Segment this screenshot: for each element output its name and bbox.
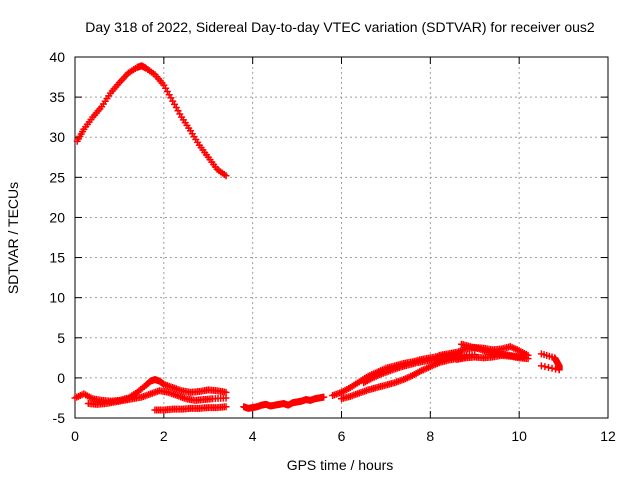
y-tick-label: 5 [57, 330, 65, 346]
series-track-1 [73, 62, 230, 180]
x-tick-label: 0 [71, 428, 79, 444]
series-track-4 [151, 403, 230, 414]
data-point [320, 393, 328, 401]
y-tick-label: 0 [57, 370, 65, 386]
x-tick-label: 4 [249, 428, 257, 444]
y-tick-label: 20 [49, 209, 65, 225]
x-tick-label: 12 [600, 428, 616, 444]
y-axis-label: SDTVAR / TECUs [5, 182, 21, 294]
data-point [555, 366, 563, 374]
x-tick-label: 10 [511, 428, 527, 444]
x-axis-label: GPS time / hours [287, 457, 394, 473]
data-point [548, 364, 556, 372]
x-tick-label: 8 [426, 428, 434, 444]
data-point [541, 363, 549, 371]
data-point [222, 394, 230, 402]
y-tick-label: 35 [49, 89, 65, 105]
y-tick-label: -5 [53, 410, 66, 426]
data-point [552, 365, 560, 373]
series-track-12 [537, 350, 563, 374]
data-point [222, 172, 230, 180]
series-track-3 [84, 387, 230, 408]
grid [75, 57, 608, 418]
data-point [537, 362, 545, 370]
y-tick-label: 40 [49, 49, 65, 65]
series-track-5 [240, 393, 328, 412]
y-tick-label: 30 [49, 129, 65, 145]
x-tick-label: 2 [160, 428, 168, 444]
y-tick-label: 15 [49, 250, 65, 266]
data-point [222, 403, 230, 411]
data-point [520, 353, 528, 361]
y-tick-label: 25 [49, 169, 65, 185]
y-tick-label: 10 [49, 290, 65, 306]
x-tick-label: 6 [338, 428, 346, 444]
series-track-11 [457, 340, 528, 361]
data-points [71, 62, 563, 414]
axis-tick-labels: 0 2 4 6 8 10 12 -5 0 5 10 15 20 25 30 35 40 [49, 49, 616, 444]
chart-title: Day 318 of 2022, Sidereal Day-to-day VTE… [85, 19, 595, 35]
data-point [544, 363, 552, 371]
data-point [524, 355, 532, 363]
